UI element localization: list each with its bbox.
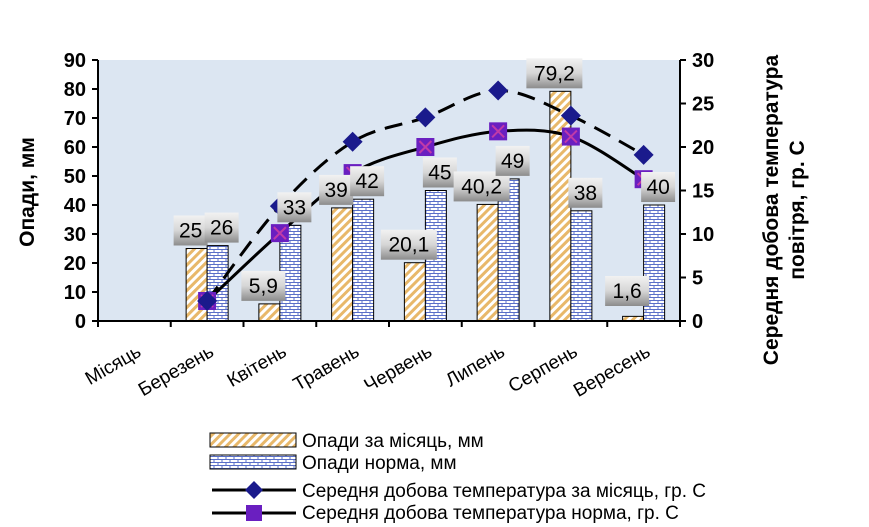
data-label-monthly-precip: 25 bbox=[179, 220, 202, 243]
y2-tick-label: 25 bbox=[692, 94, 714, 116]
data-label-norm-precip-box bbox=[350, 166, 385, 197]
y-tick-label: 0 bbox=[75, 311, 86, 333]
x-tick-label: Червень bbox=[361, 341, 436, 397]
y-tick-label: 10 bbox=[64, 282, 86, 304]
data-label-norm-precip-box bbox=[204, 212, 239, 243]
data-label-monthly-precip-box bbox=[380, 229, 437, 260]
data-label-norm-precip: 45 bbox=[428, 162, 451, 185]
bar-norm-precip bbox=[570, 210, 593, 322]
y2-tick-label: 20 bbox=[692, 137, 714, 159]
bar-monthly-precip bbox=[476, 203, 499, 322]
y2-tick-label: 10 bbox=[692, 224, 714, 246]
legend-swatch-norm-precip bbox=[209, 454, 297, 470]
y-tick-label: 70 bbox=[64, 108, 86, 130]
y2-tick-label: 0 bbox=[692, 311, 703, 333]
data-label-norm-precip: 42 bbox=[355, 170, 378, 193]
legend-item-norm-precip: Опади норма, мм bbox=[209, 453, 457, 474]
legend-marker-norm-temp bbox=[246, 505, 262, 521]
data-label-monthly-precip: 20,1 bbox=[388, 234, 429, 257]
x-tick-label: Липень bbox=[442, 341, 508, 391]
legend-item-norm-temp: Середня добова температура норма, гр. С bbox=[212, 503, 679, 524]
y2-tick-label: 15 bbox=[692, 181, 714, 203]
legend-swatch-monthly-precip bbox=[209, 432, 297, 448]
data-label-monthly-precip-box bbox=[526, 58, 583, 89]
bar-monthly-precip bbox=[258, 303, 281, 322]
bar-norm-precip bbox=[352, 198, 375, 322]
marker-monthly-temp bbox=[560, 105, 581, 126]
bar-monthly-precip bbox=[331, 207, 354, 322]
data-label-norm-precip-box bbox=[495, 145, 530, 176]
data-label-norm-precip: 26 bbox=[210, 217, 233, 240]
y-tick-label: 60 bbox=[64, 137, 86, 159]
x-tick-label: Травень bbox=[290, 341, 363, 395]
data-label-monthly-precip: 39 bbox=[324, 179, 347, 202]
marker-monthly-temp bbox=[415, 107, 436, 128]
legend-item-monthly-temp: Середня добова температура за місяць, гр… bbox=[212, 481, 706, 502]
x-tick-label: Серпень bbox=[505, 341, 581, 397]
data-label-norm-precip: 38 bbox=[574, 182, 597, 205]
data-label-norm-precip: 33 bbox=[283, 196, 306, 219]
data-label-norm-precip-box bbox=[568, 177, 603, 208]
data-label-monthly-precip-box bbox=[241, 270, 286, 301]
bar-monthly-precip bbox=[185, 248, 208, 322]
x-tick-label: Березень bbox=[135, 341, 218, 401]
y-tick-label: 40 bbox=[64, 195, 86, 217]
legend-label-monthly-precip: Опади за місяць, мм bbox=[302, 431, 484, 452]
marker-norm-temp-cross bbox=[564, 129, 578, 144]
y-tick-label: 20 bbox=[64, 253, 86, 275]
y-axis-title: Опади, мм bbox=[16, 137, 39, 247]
legend: Опади за місяць, мм Опади норма, мм Сере… bbox=[209, 431, 706, 524]
legend-label-monthly-temp: Середня добова температура за місяць, гр… bbox=[302, 481, 706, 502]
y2-tick-label: 30 bbox=[692, 50, 714, 72]
marker-norm-temp-cross bbox=[491, 124, 505, 139]
bar-monthly-precip bbox=[549, 90, 572, 322]
data-label-norm-precip-box bbox=[277, 192, 312, 223]
data-label-monthly-precip-box bbox=[453, 171, 510, 202]
data-label-monthly-precip: 79,2 bbox=[534, 62, 575, 85]
data-label-monthly-precip: 1,6 bbox=[613, 280, 642, 303]
legend-label-norm-temp: Середня добова температура норма, гр. С bbox=[302, 503, 679, 524]
y-tick-label: 50 bbox=[64, 166, 86, 188]
y-tick-label: 90 bbox=[64, 50, 86, 72]
data-label-monthly-precip: 40,2 bbox=[461, 175, 502, 198]
legend-item-monthly-precip: Опади за місяць, мм bbox=[209, 431, 484, 452]
marker-norm-temp-cross bbox=[418, 140, 433, 154]
y2-axis-title-line2: повітря, гр. С bbox=[786, 140, 809, 279]
y2-axis-title-line1: Середня добова температура bbox=[760, 55, 783, 366]
data-label-norm-precip: 40 bbox=[646, 176, 669, 199]
marker-norm-temp-cross bbox=[273, 226, 287, 240]
marker-monthly-temp bbox=[488, 80, 509, 101]
y2-tick-label: 5 bbox=[692, 268, 703, 290]
y-tick-label: 30 bbox=[64, 224, 86, 246]
data-label-monthly-precip-box bbox=[319, 174, 354, 205]
data-label-monthly-precip-box bbox=[605, 276, 650, 306]
marker-monthly-temp bbox=[342, 131, 363, 152]
legend-marker-monthly-temp bbox=[245, 481, 263, 499]
bar-monthly-precip bbox=[403, 262, 426, 322]
data-label-norm-precip: 49 bbox=[501, 150, 524, 173]
y-tick-label: 80 bbox=[64, 79, 86, 101]
marker-monthly-temp bbox=[197, 290, 218, 311]
legend-label-norm-precip: Опади норма, мм bbox=[302, 453, 457, 474]
data-label-monthly-precip: 5,9 bbox=[249, 275, 278, 298]
data-label-monthly-precip-box bbox=[173, 215, 208, 246]
x-tick-label: Вересень bbox=[570, 341, 654, 402]
data-label-norm-precip-box bbox=[641, 172, 676, 202]
data-label-norm-precip-box bbox=[422, 157, 457, 188]
x-tick-label: Квітень bbox=[224, 341, 291, 392]
marker-monthly-temp bbox=[633, 144, 654, 165]
